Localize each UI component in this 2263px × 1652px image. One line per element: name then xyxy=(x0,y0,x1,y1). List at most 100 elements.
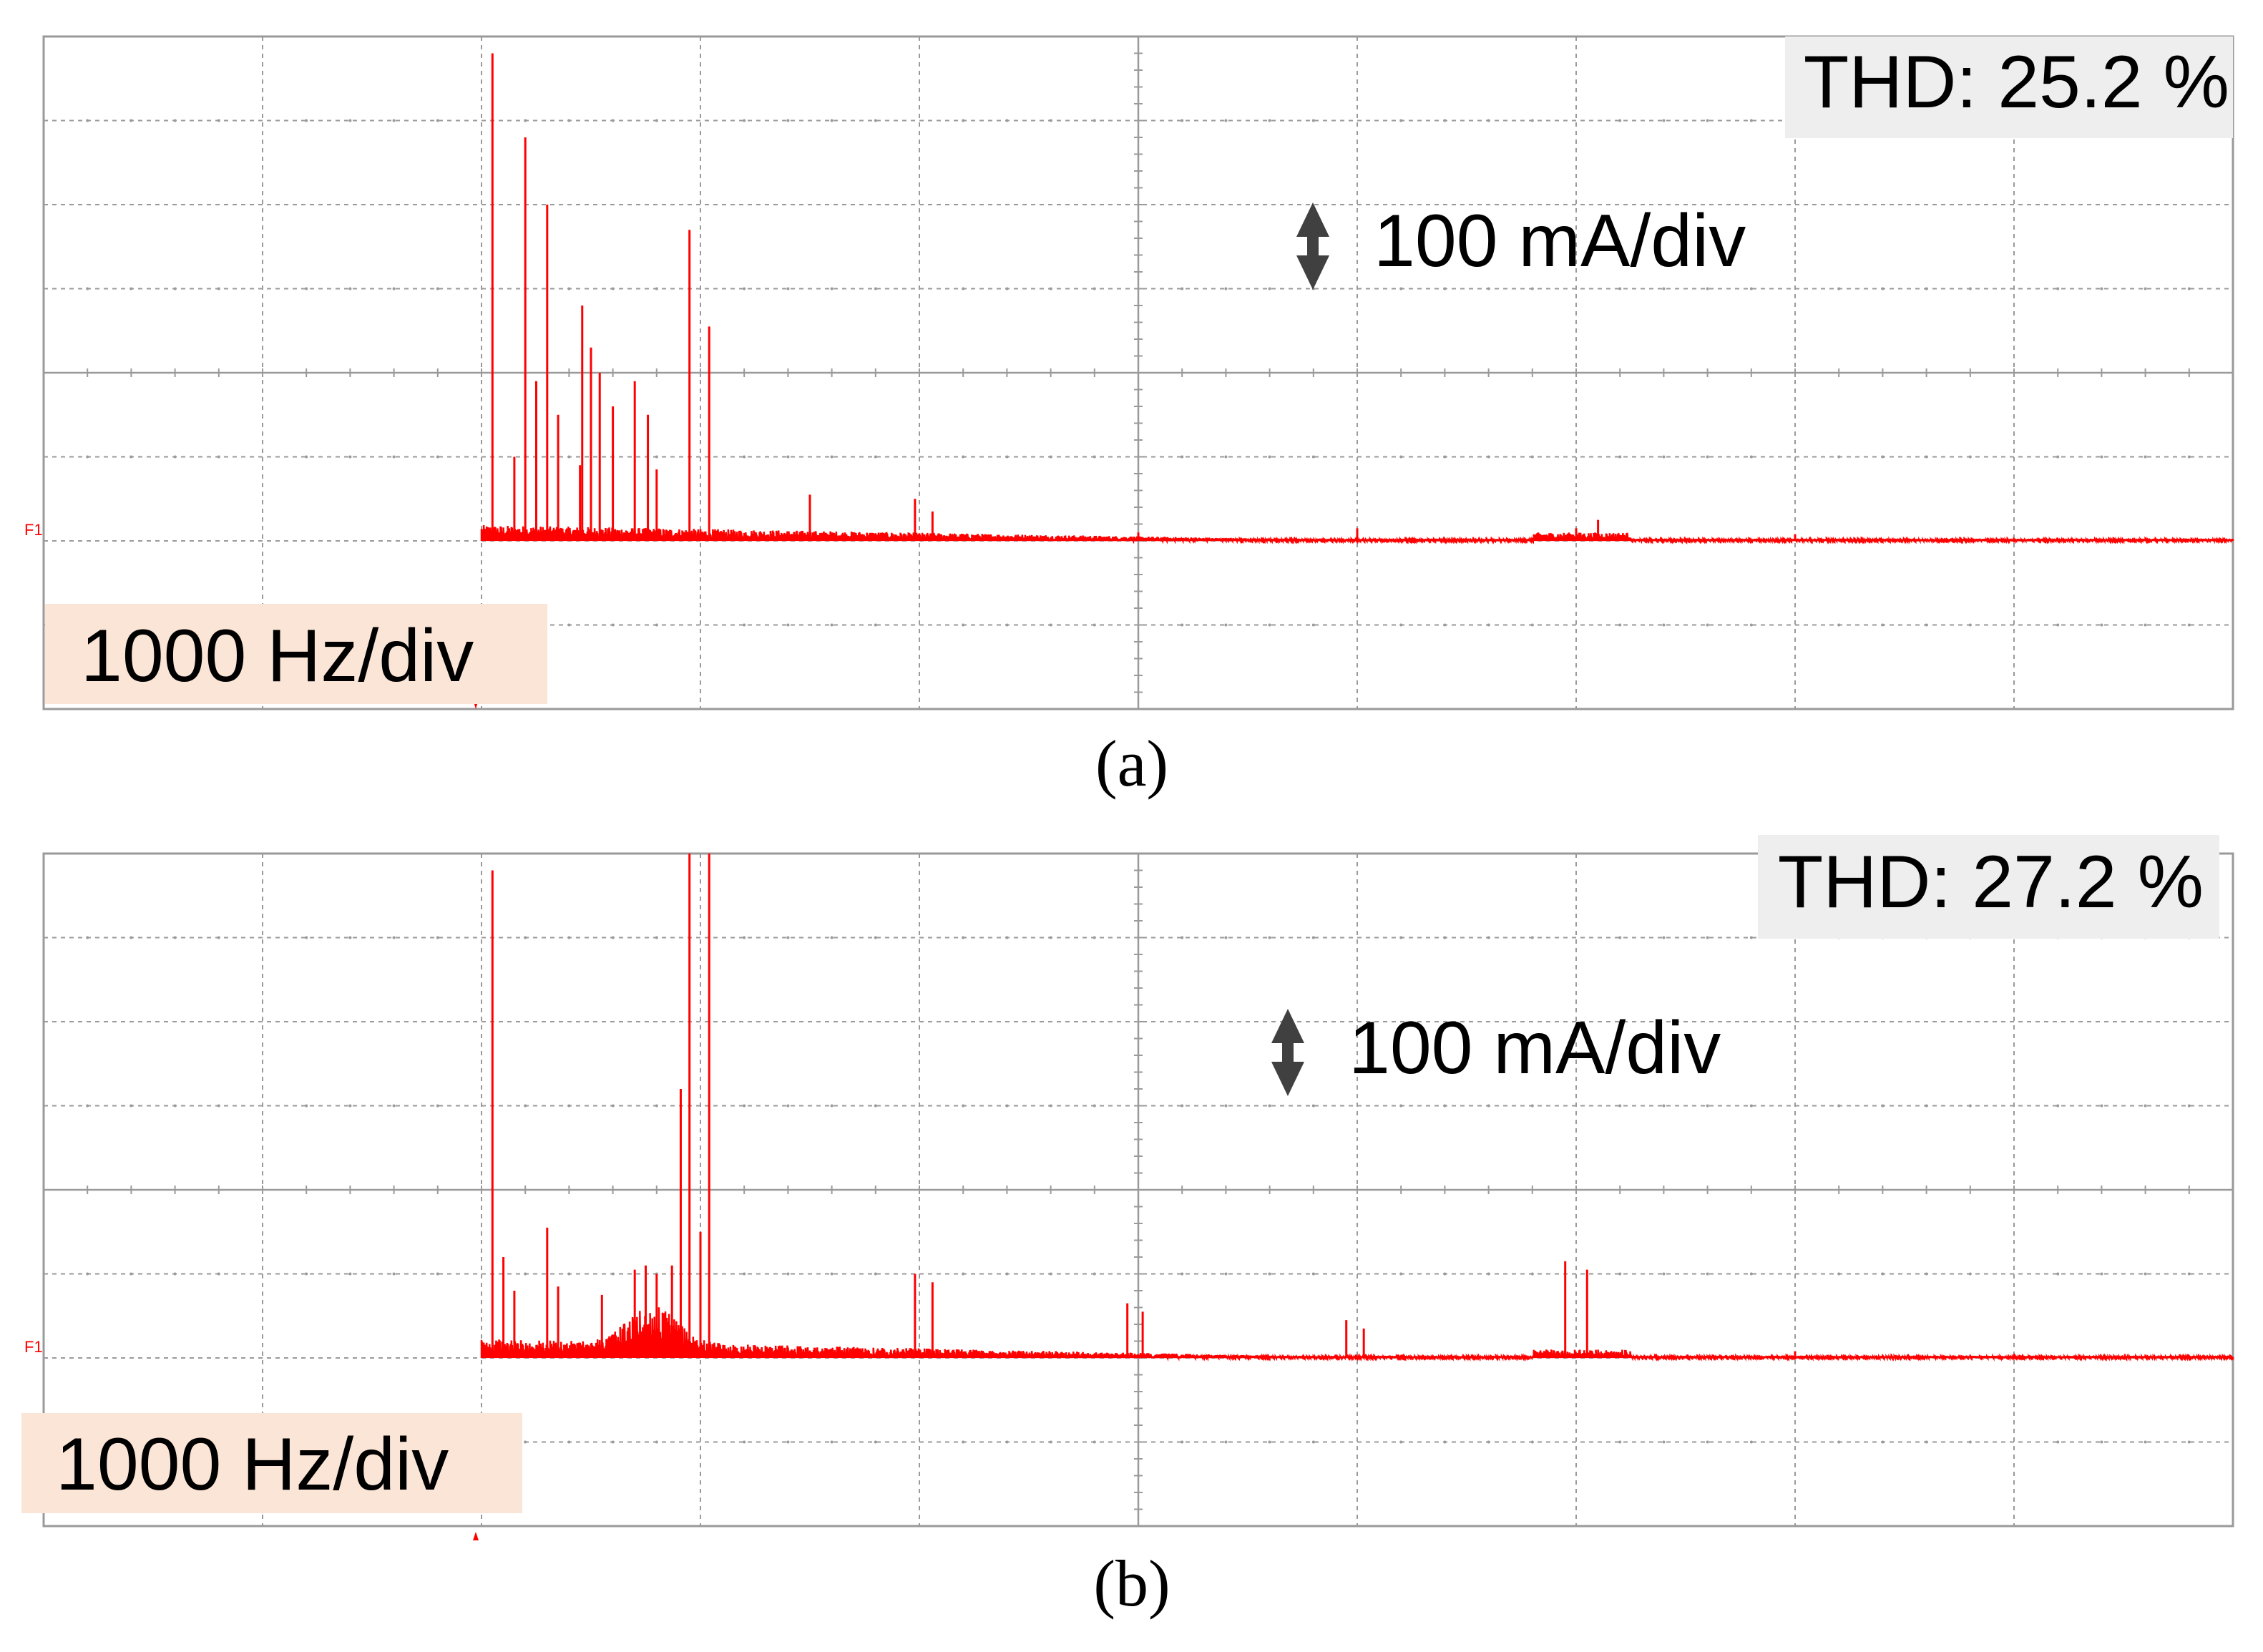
vertical-scale-arrow-icon-a xyxy=(1296,202,1329,290)
grid-dot xyxy=(1706,1104,1709,1108)
grid-dot xyxy=(1311,623,1315,627)
horizontal-scale-label-b: 1000 Hz/div xyxy=(56,1423,449,1506)
grid-dot xyxy=(1530,119,1534,122)
grid-dot xyxy=(1181,1104,1184,1108)
grid-dot xyxy=(348,119,352,122)
grid-dot xyxy=(1487,1440,1490,1444)
grid-dot xyxy=(1925,623,1928,627)
grid-dot xyxy=(1618,1104,1622,1108)
grid-dot xyxy=(305,119,308,122)
grid-dot xyxy=(305,1272,308,1276)
grid-dot xyxy=(173,287,177,290)
grid-dot xyxy=(830,119,834,122)
channel-marker-a: F1 xyxy=(24,521,43,539)
grid-dot xyxy=(1925,455,1928,459)
grid-dot xyxy=(436,936,439,939)
grid-dot xyxy=(2100,623,2103,627)
thd-label-a: THD: 25.2 % xyxy=(1804,41,2229,124)
grid-dot xyxy=(1005,119,1009,122)
vertical-scale-label-b: 100 mA/div xyxy=(1349,1007,1721,1090)
grid-dot xyxy=(1530,1272,1534,1276)
grid-dot xyxy=(129,1272,133,1276)
grid-dot xyxy=(1530,1104,1534,1108)
thd-box-a xyxy=(1785,36,2233,138)
grid-dot xyxy=(786,287,790,290)
grid-dot xyxy=(1005,455,1009,459)
grid-dot xyxy=(2100,287,2103,290)
grid-dot xyxy=(743,1440,746,1444)
grid-dot xyxy=(1837,623,1841,627)
grid-dot xyxy=(1706,623,1709,627)
grid-dot xyxy=(1487,455,1490,459)
grid-dot xyxy=(2100,1272,2103,1276)
grid-dot xyxy=(830,455,834,459)
grid-dot xyxy=(1749,455,1753,459)
grid-dot xyxy=(1837,1104,1841,1108)
grid-dot xyxy=(655,287,658,290)
grid-dot xyxy=(655,1104,658,1108)
grid-dot xyxy=(1049,1272,1052,1276)
grid-dot xyxy=(567,1104,571,1108)
grid-dot xyxy=(1443,455,1447,459)
grid-dot xyxy=(2144,287,2147,290)
grid-dot xyxy=(2187,623,2191,627)
horizontal-scale-box-b xyxy=(21,1413,522,1513)
grid-a xyxy=(43,36,2234,710)
grid-dot xyxy=(611,1440,615,1444)
grid-dot xyxy=(348,936,352,939)
grid-dot xyxy=(1268,119,1271,122)
grid-dot xyxy=(1399,623,1403,627)
grid-dot xyxy=(129,936,133,939)
grid-dot xyxy=(1968,455,1972,459)
grid-dot xyxy=(1706,936,1709,939)
grid-dot xyxy=(1443,287,1447,290)
grid-dot xyxy=(392,455,396,459)
grid-dot xyxy=(1049,119,1052,122)
grid-dot xyxy=(1311,119,1315,122)
grid-dot xyxy=(348,287,352,290)
grid-dot xyxy=(743,623,746,627)
horizontal-scale-label-a: 1000 Hz/div xyxy=(81,615,474,698)
grid-dot xyxy=(1181,1440,1184,1444)
grid-dot xyxy=(1049,287,1052,290)
grid-dot xyxy=(1224,1104,1228,1108)
grid-dot xyxy=(1093,1272,1096,1276)
grid-dot xyxy=(567,119,571,122)
grid-dot xyxy=(743,455,746,459)
grid-dot xyxy=(173,1104,177,1108)
grid-dot xyxy=(86,1104,89,1108)
grid-dot xyxy=(1399,936,1403,939)
grid-dot xyxy=(1618,119,1622,122)
grid-dot xyxy=(348,1272,352,1276)
grid-dot xyxy=(86,1272,89,1276)
grid-dot xyxy=(1268,1272,1271,1276)
grid-dot xyxy=(1881,1104,1885,1108)
spectrum-trace-a xyxy=(480,53,2234,544)
grid-dot xyxy=(1487,287,1490,290)
grid-dot xyxy=(1487,1272,1490,1276)
grid-dot xyxy=(1662,1440,1666,1444)
trigger-marker-b xyxy=(473,1532,479,1540)
grid-dot xyxy=(1443,1272,1447,1276)
grid-dot xyxy=(655,623,658,627)
grid-dot xyxy=(1311,1440,1315,1444)
grid-dot xyxy=(1925,1272,1928,1276)
grid-dot xyxy=(305,936,308,939)
grid-dot xyxy=(1706,119,1709,122)
grid-dot xyxy=(524,1104,527,1108)
grid-dot xyxy=(962,287,965,290)
grid-dot xyxy=(874,1104,877,1108)
grid-dot xyxy=(1399,1272,1403,1276)
grid-dot xyxy=(1181,1272,1184,1276)
grid-dot xyxy=(1618,623,1622,627)
grid-dot xyxy=(1487,1104,1490,1108)
grid-dot xyxy=(217,936,220,939)
grid-dot xyxy=(1837,1272,1841,1276)
grid-dot xyxy=(348,455,352,459)
grid-dot xyxy=(1268,1104,1271,1108)
grid-dot xyxy=(1881,287,1885,290)
grid-dot xyxy=(874,119,877,122)
grid-dot xyxy=(1530,623,1534,627)
grid-dot xyxy=(1662,287,1666,290)
grid-dot xyxy=(830,1440,834,1444)
